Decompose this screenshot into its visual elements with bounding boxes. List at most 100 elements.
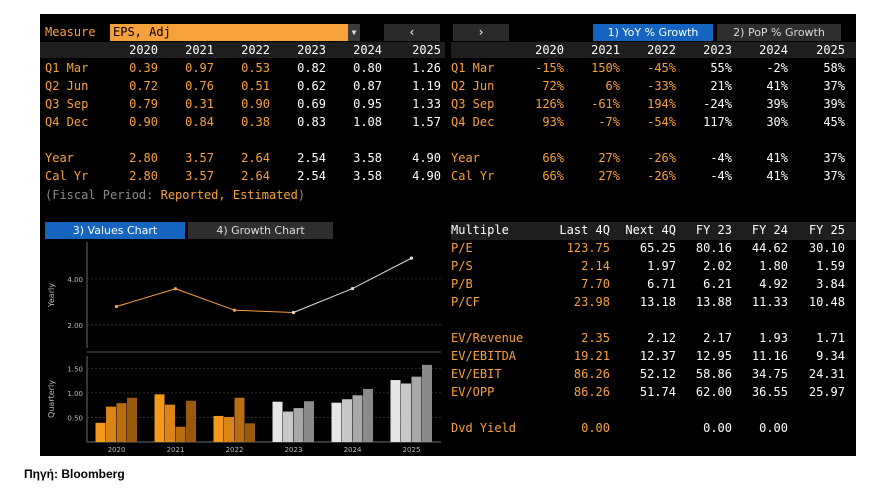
growth-cell: 117%: [703, 115, 732, 129]
multiples-header-label: Multiple: [451, 223, 509, 237]
measure-value: EPS, Adj: [113, 25, 171, 39]
quarterly-tick-label: 1.00: [67, 390, 83, 398]
prev-button[interactable]: ‹: [384, 24, 440, 41]
multiple-row-label: P/E: [451, 241, 473, 255]
multiple-cell: 1.80: [759, 259, 788, 273]
multiple-cell: 23.98: [573, 295, 610, 309]
tab-yoy-growth[interactable]: 1) YoY % Growth: [593, 24, 713, 41]
multiple-cell: 1.59: [816, 259, 845, 273]
multiples-header-row: [451, 222, 856, 240]
quarterly-bar: [95, 422, 106, 442]
multiple-cell: 80.16: [695, 241, 732, 255]
fiscal-note-open: (Fiscal Period:: [45, 188, 161, 202]
multiple-cell: 24.31: [808, 367, 845, 381]
growth-cell: -2%: [766, 61, 788, 75]
measure-select[interactable]: EPS, Adj: [110, 24, 360, 41]
growth-cell: -7%: [598, 115, 620, 129]
growth-row-label: Q3 Sep: [451, 97, 495, 111]
eps-cell: 0.90: [241, 97, 270, 111]
growth-cell: 37%: [823, 151, 845, 165]
eps-cell: 0.76: [185, 79, 214, 93]
multiple-row-label: Dvd Yield: [451, 421, 517, 435]
multiple-cell: 0.00: [759, 421, 788, 435]
growth-cell: 58%: [823, 61, 845, 75]
growth-year-header: 2022: [647, 43, 676, 57]
quarterly-x-tick-label: 2025: [403, 446, 421, 454]
eps-cell: 0.72: [129, 79, 158, 93]
quarterly-bar: [154, 394, 165, 442]
yearly-data-point: [350, 286, 355, 291]
quarterly-bar: [127, 397, 137, 442]
fiscal-note-close: ): [297, 188, 306, 202]
multiple-cell: 11.16: [751, 349, 788, 363]
tab-growth-chart[interactable]: 4) Growth Chart: [188, 222, 333, 239]
eps-cell: 3.57: [185, 169, 214, 183]
quarterly-bar: [165, 404, 175, 442]
growth-cell: 37%: [823, 169, 845, 183]
eps-cell: 2.54: [297, 151, 326, 165]
eps-cell: 0.53: [241, 61, 270, 75]
eps-cell: 1.08: [353, 115, 382, 129]
multiples-column-header: FY 23: [695, 223, 732, 237]
bloomberg-terminal-panel: Measure EPS, Adj ▼ ‹ › 1) YoY % Growth 2…: [40, 14, 856, 456]
values-chart: 4.00 2.00 Yearly 1.50 1.00 0.50 Quarterly 2020 2…: [47, 242, 441, 454]
eps-cell: 4.90: [412, 151, 441, 165]
yearly-plot-area: [87, 242, 441, 348]
eps-cell: 0.69: [297, 97, 326, 111]
growth-row-label: Cal Yr: [451, 169, 495, 183]
multiple-cell: 2.12: [647, 331, 676, 345]
tab-pop-growth[interactable]: 2) PoP % Growth: [717, 24, 841, 41]
multiple-cell: 13.88: [695, 295, 732, 309]
growth-cell: 21%: [710, 79, 732, 93]
multiple-cell: 123.75: [566, 241, 610, 255]
multiple-row-label: EV/EBIT: [451, 367, 502, 381]
eps-row-label: Q1 Mar: [45, 61, 89, 75]
eps-row-label: Q4 Dec: [45, 115, 89, 129]
multiple-row-label: EV/Revenue: [451, 331, 524, 345]
quarterly-bar: [116, 403, 127, 442]
growth-year-header: 2025: [816, 43, 845, 57]
next-button[interactable]: ›: [453, 24, 509, 41]
growth-cell: 194%: [647, 97, 676, 111]
tab-values-chart[interactable]: 3) Values Chart: [45, 222, 185, 239]
quarterly-x-tick-label: 2020: [108, 446, 126, 454]
growth-year-header: 2023: [703, 43, 732, 57]
eps-cell: 1.57: [412, 115, 441, 129]
eps-year-header: 2021: [185, 43, 214, 57]
multiple-cell: 25.97: [808, 385, 845, 399]
growth-cell: 6%: [605, 79, 620, 93]
eps-year-header: 2023: [297, 43, 326, 57]
quarterly-bar: [175, 426, 186, 442]
growth-cell: 27%: [598, 151, 620, 165]
multiple-cell: 4.92: [759, 277, 788, 291]
eps-cell: 0.62: [297, 79, 326, 93]
multiple-cell: 6.21: [703, 277, 732, 291]
multiples-column-header: FY 25: [808, 223, 845, 237]
yearly-data-point: [114, 304, 119, 309]
growth-cell: 39%: [823, 97, 845, 111]
growth-cell: 45%: [823, 115, 845, 129]
eps-cell: 0.87: [353, 79, 382, 93]
growth-year-header: 2024: [759, 43, 788, 57]
quarterly-x-tick-label: 2021: [167, 446, 185, 454]
growth-cell: 30%: [766, 115, 788, 129]
growth-cell: -4%: [710, 151, 732, 165]
quarterly-bar: [245, 423, 255, 442]
quarterly-bar: [304, 401, 314, 442]
multiples-column-header: FY 24: [751, 223, 788, 237]
yearly-axis-label: Yearly: [47, 283, 56, 308]
eps-cell: 0.39: [129, 61, 158, 75]
eps-row-label: Cal Yr: [45, 169, 89, 183]
growth-year-header: 2021: [591, 43, 620, 57]
multiple-cell: 44.62: [751, 241, 788, 255]
chevron-down-icon[interactable]: ▼: [348, 24, 360, 41]
multiple-cell: 1.97: [647, 259, 676, 273]
quarterly-bar: [331, 402, 342, 442]
yearly-series-line-segment: [293, 288, 353, 313]
eps-cell: 1.33: [412, 97, 441, 111]
quarterly-bar: [363, 388, 373, 442]
multiple-cell: 3.84: [816, 277, 845, 291]
multiple-cell: 0.00: [581, 421, 610, 435]
growth-cell: -24%: [703, 97, 732, 111]
eps-cell: 2.80: [129, 151, 158, 165]
